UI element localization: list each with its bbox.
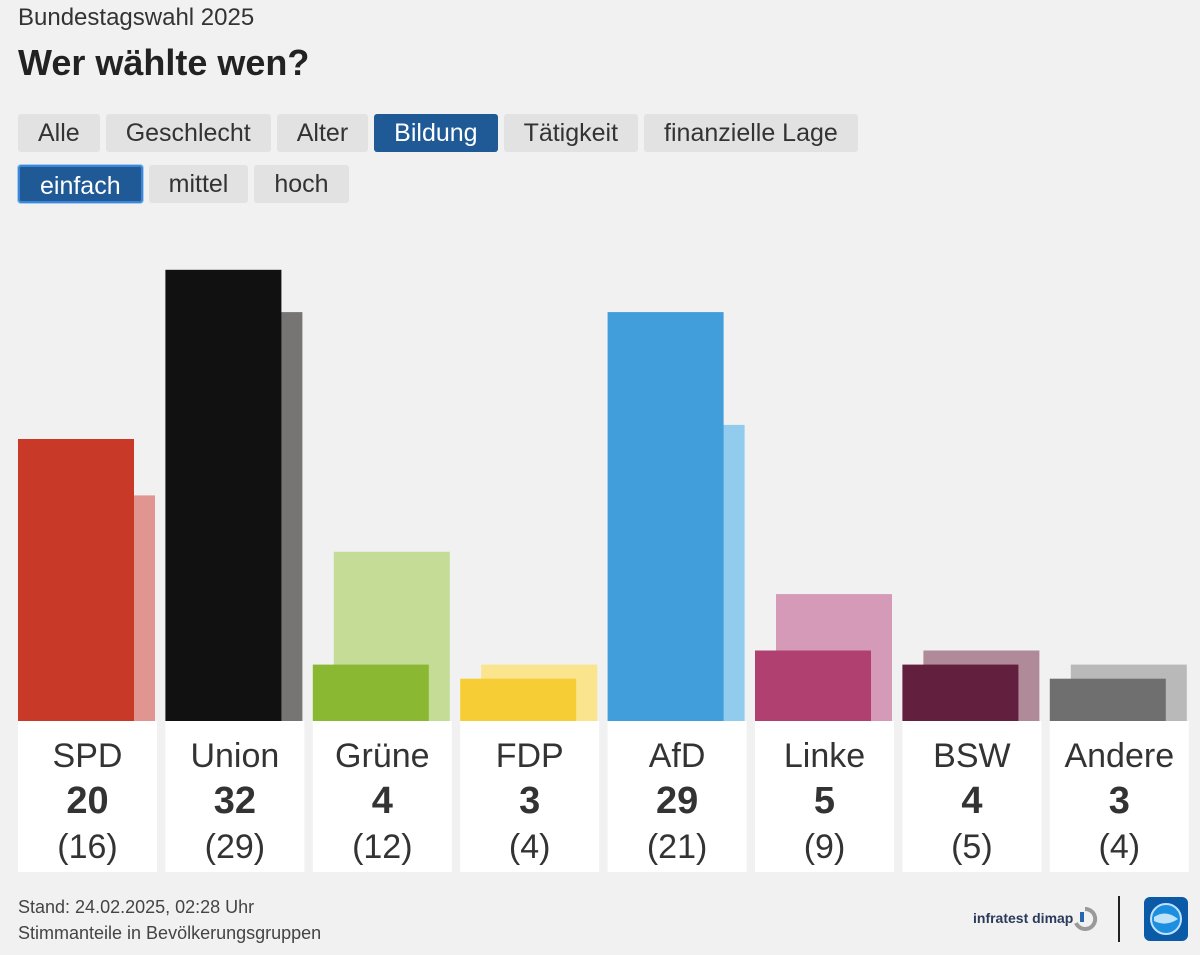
tagesschau-logo-icon — [1144, 897, 1188, 941]
value-label-bsw: 4 — [961, 780, 982, 822]
vote-share-chart: SPD 20 (16) Union 32 (29) Grüne 4 (12) FDP 3 (4) AfD… — [18, 269, 1189, 872]
value-label-spd: 20 — [66, 780, 108, 822]
party-label-union: Union — [190, 737, 279, 775]
footer-divider — [1118, 896, 1120, 942]
tab-taetigkeit[interactable]: Tätigkeit — [503, 114, 639, 152]
bar-main-spd — [18, 439, 134, 721]
label-panel-andere — [1049, 721, 1189, 872]
bar-main-linke — [755, 650, 871, 721]
bar-main-union — [165, 269, 282, 721]
label-panel-afd — [607, 721, 747, 872]
value-label-fdp: 3 — [519, 780, 540, 822]
tab-geschlecht[interactable]: Geschlecht — [105, 114, 271, 152]
tab-einfach[interactable]: einfach — [18, 165, 143, 203]
bar-main-bsw — [902, 664, 1019, 721]
compare-label-afd: (21) — [647, 828, 707, 866]
page-title: Wer wählte wen? — [18, 42, 310, 83]
timestamp: Stand: 24.02.2025, 02:28 Uhr — [18, 897, 255, 917]
label-panel-linke — [755, 721, 894, 872]
tab-bildung[interactable]: Bildung — [374, 114, 498, 152]
value-label-linke: 5 — [814, 780, 835, 822]
label-panel-spd — [18, 721, 157, 872]
compare-label-andere: (4) — [1099, 828, 1141, 866]
category-tabs: Alle Geschlecht Alter Bildung Tätigkeit … — [18, 114, 858, 152]
value-label-union: 32 — [214, 780, 256, 822]
subgroup-tabs: einfach mittel hoch — [18, 165, 349, 203]
supertitle: Bundestagswahl 2025 — [18, 4, 255, 31]
value-label-gruene: 4 — [372, 780, 393, 822]
bar-main-afd — [607, 312, 724, 721]
party-label-fdp: FDP — [496, 737, 564, 775]
party-label-andere: Andere — [1064, 737, 1174, 775]
party-label-spd: SPD — [53, 737, 123, 775]
party-label-linke: Linke — [784, 737, 865, 775]
label-panel-gruene — [312, 721, 452, 872]
infratest-logo-icon — [1074, 906, 1098, 931]
tab-alter[interactable]: Alter — [276, 114, 369, 152]
label-panel-union — [165, 721, 305, 872]
party-label-afd: AfD — [649, 737, 706, 775]
tab-mittel[interactable]: mittel — [148, 165, 249, 203]
party-label-gruene: Grüne — [335, 737, 430, 775]
tab-alle[interactable]: Alle — [18, 114, 100, 152]
bar-main-andere — [1049, 678, 1166, 721]
value-label-andere: 3 — [1109, 780, 1130, 822]
compare-label-spd: (16) — [57, 828, 117, 866]
compare-label-fdp: (4) — [509, 828, 551, 866]
bar-main-gruene — [312, 664, 429, 721]
label-panel-fdp — [460, 721, 600, 872]
infratest-dimap-logo: infratest dimap — [973, 910, 1074, 926]
compare-label-bsw: (5) — [951, 828, 993, 866]
party-label-bsw: BSW — [933, 737, 1010, 775]
label-panel-bsw — [902, 721, 1042, 872]
compare-label-union: (29) — [205, 828, 265, 866]
compare-label-linke: (9) — [804, 828, 846, 866]
compare-label-gruene: (12) — [352, 828, 412, 866]
bar-main-fdp — [460, 678, 577, 721]
value-label-afd: 29 — [656, 780, 698, 822]
tab-finanzielle-lage[interactable]: finanzielle Lage — [644, 114, 858, 152]
chart-note: Stimmanteile in Bevölkerungsgruppen — [18, 923, 322, 943]
tab-hoch[interactable]: hoch — [254, 165, 349, 203]
